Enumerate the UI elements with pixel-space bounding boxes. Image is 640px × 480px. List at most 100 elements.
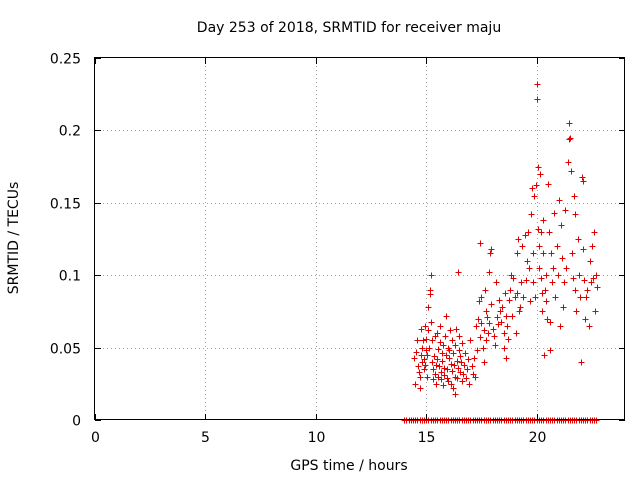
data-point [535,164,542,171]
data-point [466,381,473,388]
data-point [493,279,500,286]
data-point [587,258,594,265]
data-point [578,359,585,366]
data-point [453,326,460,333]
data-point [586,323,593,330]
data-point [526,265,533,272]
data-point [455,365,462,372]
data-point [429,359,436,366]
data-point [491,333,498,340]
data-point [439,358,446,365]
data-point [520,294,527,301]
data-point [554,243,561,250]
data-point [449,337,456,344]
chart-title: Day 253 of 2018, SRMTID for receiver maj… [197,20,501,36]
x-tick-label: 15 [418,430,436,446]
data-point [572,211,579,218]
data-point [488,246,495,253]
data-point [543,298,550,305]
data-point [436,363,443,370]
x-tick-label: 10 [308,430,326,446]
data-point [557,323,564,330]
data-point [499,304,506,311]
data-point [477,240,484,247]
data-point [450,350,457,357]
data-point [563,265,570,272]
data-point [523,277,530,284]
axis-ticks [95,58,625,421]
data-point [444,375,451,382]
data-point [544,316,551,323]
data-point [538,229,545,236]
data-point [527,298,534,305]
data-point [427,287,434,294]
data-point [515,236,522,243]
data-point [485,330,492,337]
data-point [411,355,418,362]
data-point [488,301,495,308]
x-tick-label: 5 [201,430,210,446]
data-point [547,347,554,354]
data-point [415,363,422,370]
data-point [447,327,454,334]
data-point [434,330,441,337]
data-point [454,375,461,382]
data-point [568,168,575,175]
data-point [423,336,430,343]
data-point [487,250,494,257]
data-point [412,381,419,388]
data-point [570,275,577,282]
data-point [522,232,529,239]
data-point [540,250,547,257]
data-point [474,347,481,354]
data-point [558,222,565,229]
x-axis-title: GPS time / hours [290,458,407,474]
data-point [418,352,425,359]
data-point [416,369,423,376]
data-point [589,243,596,250]
data-point [439,350,446,357]
data-point [560,304,567,311]
data-point [428,272,435,279]
data-point [516,308,523,315]
data-point [532,294,539,301]
data-point [426,345,433,352]
data-point [494,314,501,321]
data-point [524,258,531,265]
data-point [540,217,547,224]
data-point [429,337,436,344]
data-point [567,135,574,142]
data-point [593,272,600,279]
data-point [569,250,576,257]
data-point [460,371,467,378]
data-point [478,320,485,327]
data-point [583,294,590,301]
data-point [465,356,472,363]
data-point [588,279,595,286]
data-point [434,356,441,363]
data-point [571,193,578,200]
data-point [446,347,453,354]
data-point [490,326,497,333]
plot-frame [94,57,625,420]
data-point [428,319,435,326]
data-point [539,290,546,297]
data-point [467,337,474,344]
data-point [592,308,599,315]
data-point [444,366,451,373]
data-point [576,272,583,279]
data-point [501,330,508,337]
data-point [513,330,520,337]
data-point [417,385,424,392]
data-point [432,371,439,378]
data-point [549,279,556,286]
data-point [572,287,579,294]
data-point [472,374,479,381]
data-point [556,197,563,204]
data-point [566,120,573,127]
data-point [552,294,559,301]
data-point [528,211,535,218]
data-point [537,171,544,178]
x-tick-labels: 0 5 10 15 20 [91,430,546,446]
data-point [536,265,543,272]
